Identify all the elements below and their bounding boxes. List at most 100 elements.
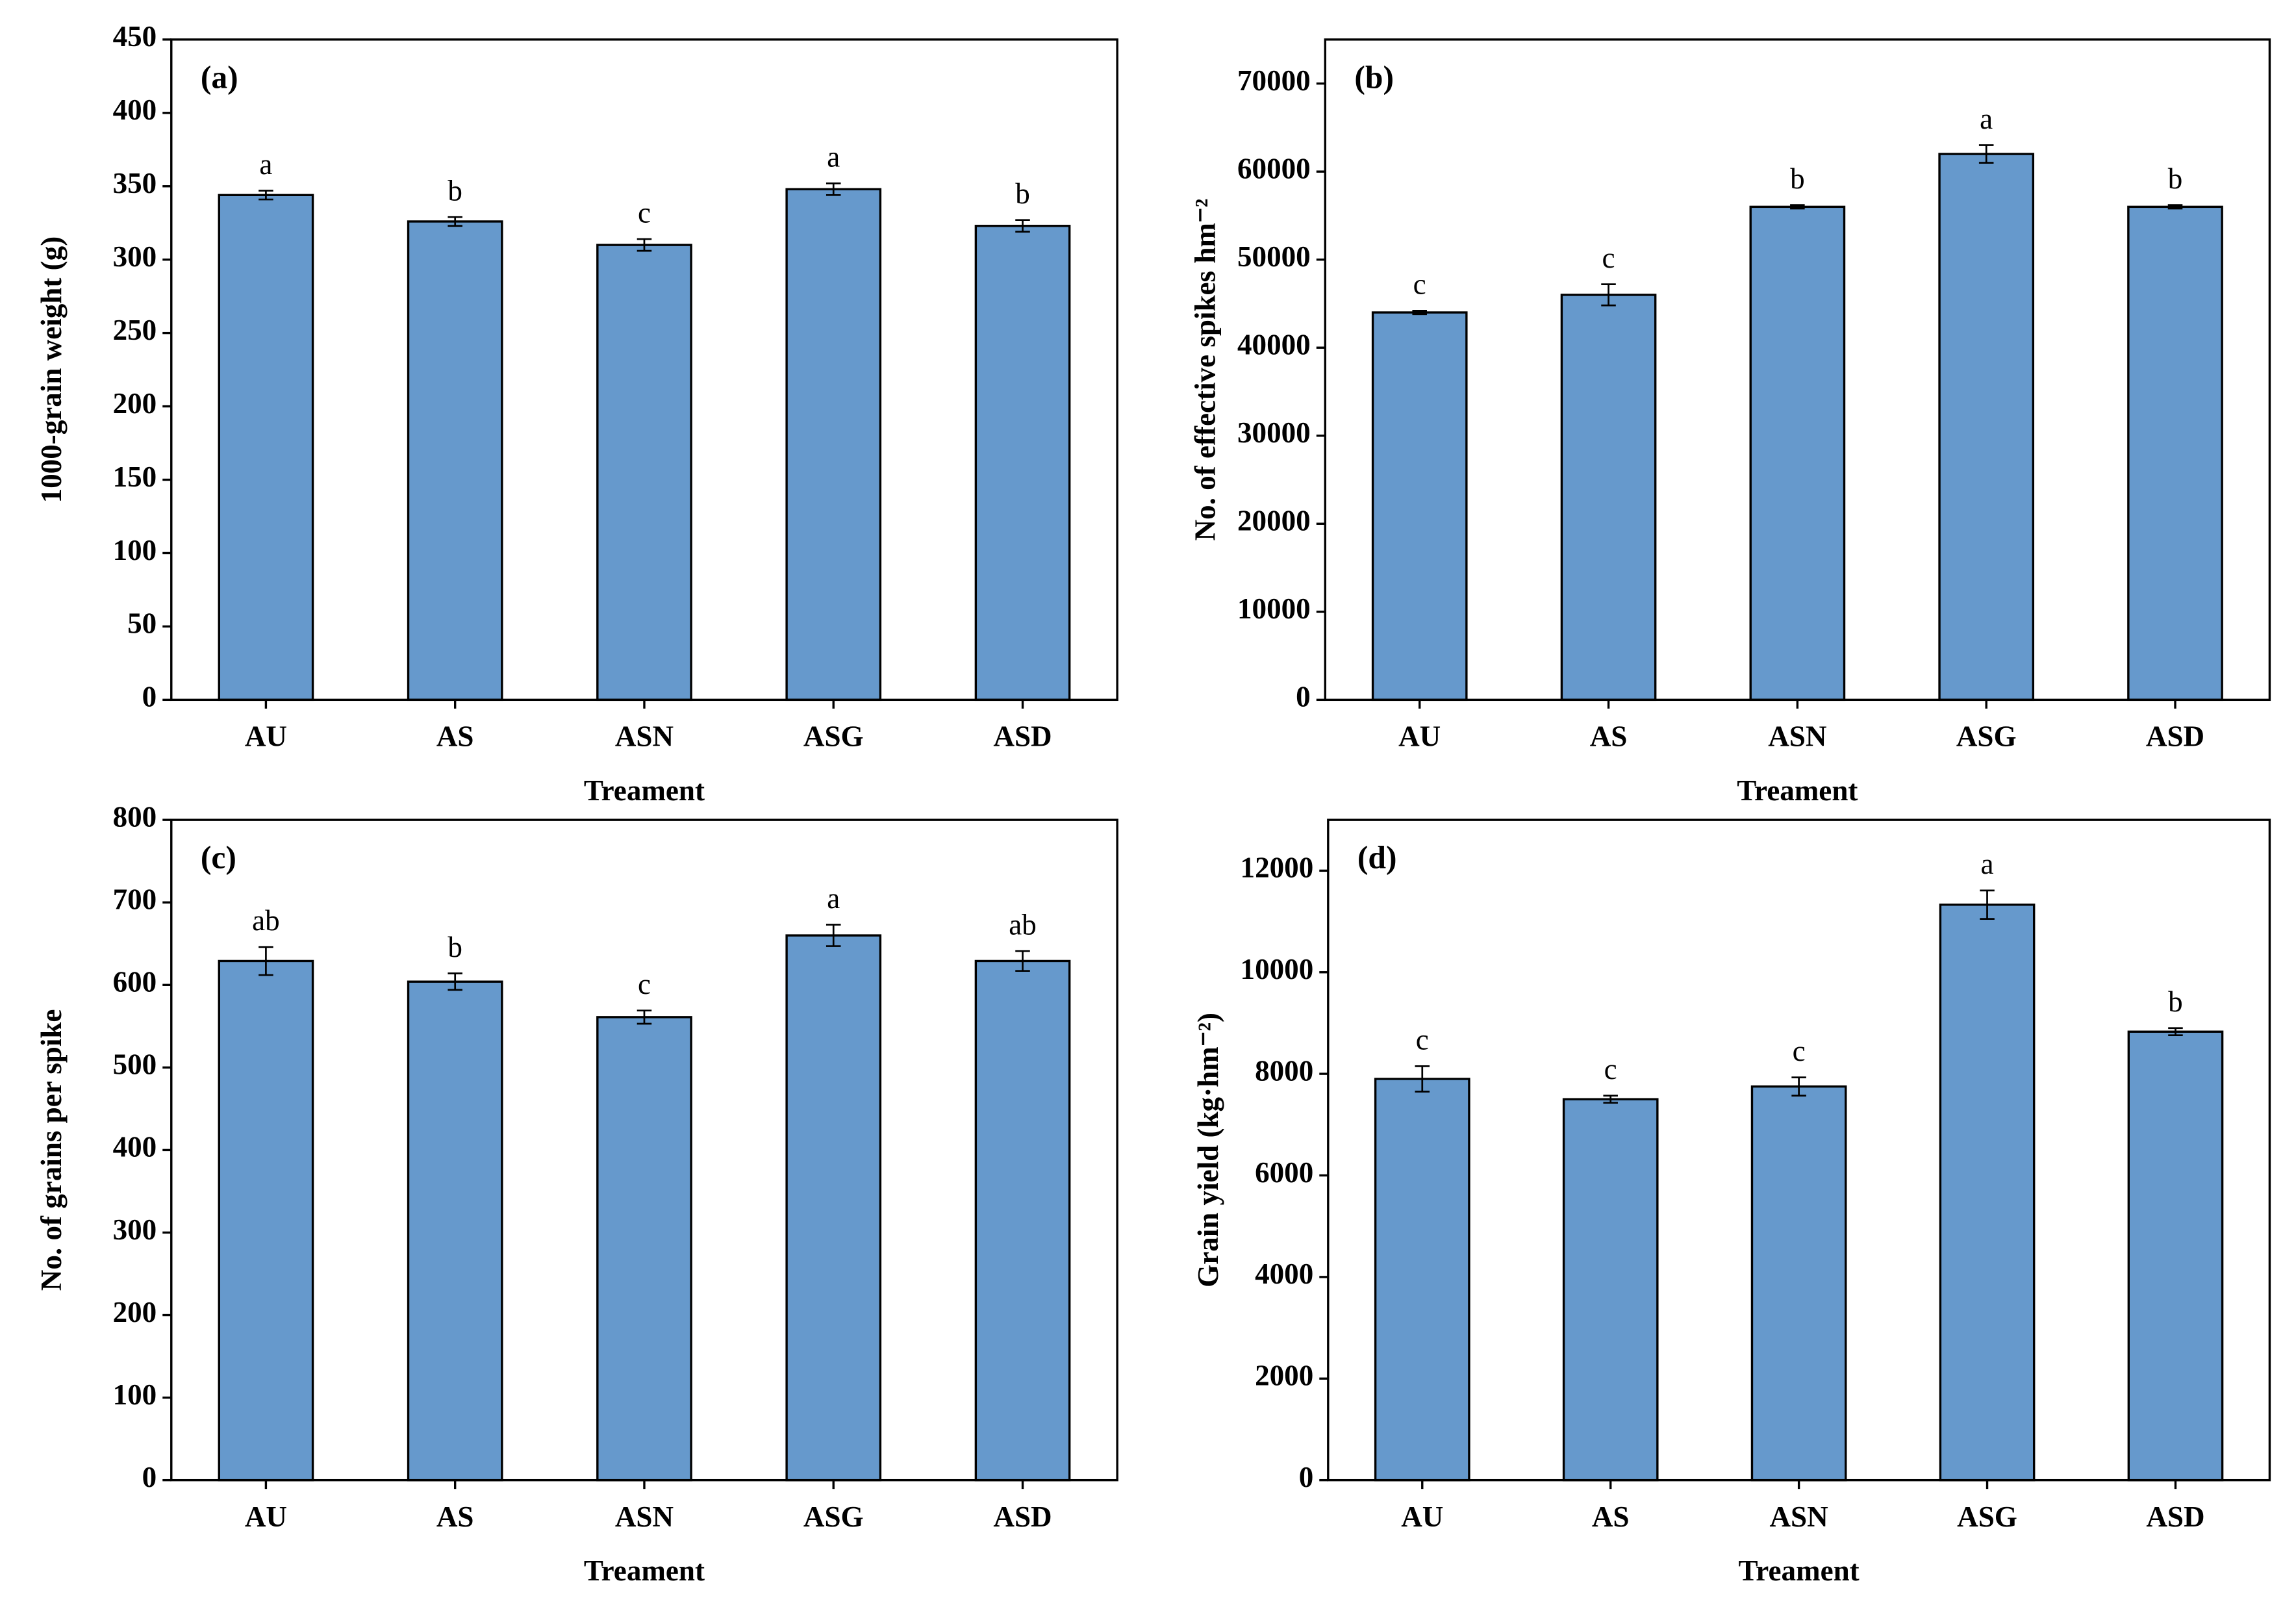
error-bar xyxy=(2168,1027,2183,1037)
bar xyxy=(1939,904,2036,1482)
y-tick-label: 800 xyxy=(113,801,157,833)
x-axis-label: Treament xyxy=(584,774,705,807)
significance-letter: c xyxy=(1416,1024,1429,1056)
significance-letter: c xyxy=(1602,242,1615,274)
y-tick-label: 0 xyxy=(1299,1461,1314,1493)
bar xyxy=(407,220,503,702)
bar xyxy=(596,244,692,702)
x-tick-label: AU xyxy=(1398,720,1441,753)
error-bar xyxy=(1791,1076,1806,1097)
bar xyxy=(1560,294,1657,702)
y-tick-label: 200 xyxy=(113,387,157,420)
panel-title: (b) xyxy=(1354,59,1394,95)
y-tick-label: 8000 xyxy=(1255,1054,1313,1087)
error-bar xyxy=(2167,204,2183,210)
error-bar xyxy=(448,972,462,991)
x-axis-label: Treament xyxy=(1737,774,1858,807)
bar xyxy=(1750,1085,1847,1482)
y-tick-label: 12000 xyxy=(1241,852,1314,884)
x-tick-label: ASN xyxy=(1768,720,1826,753)
error-bar xyxy=(1980,889,1995,920)
x-tick-label: ASD xyxy=(2146,720,2204,753)
error-bar xyxy=(1978,144,1994,164)
error-bar xyxy=(1790,204,1805,210)
significance-letter: b xyxy=(2168,985,2183,1018)
significance-letter: a xyxy=(1981,848,1994,880)
x-tick-label: AU xyxy=(245,1501,287,1533)
y-tick-label: 100 xyxy=(113,1378,157,1411)
bar xyxy=(974,225,1071,702)
y-axis-label: No. of grains per spike xyxy=(35,1009,68,1291)
plot-frame xyxy=(1324,38,2271,702)
panel: c AU c AS b ASN a ASG b ASD 0 10000 20000 30000 40000 5… xyxy=(1189,38,2271,807)
x-tick-label: AU xyxy=(245,720,287,753)
y-tick-label: 70000 xyxy=(1237,64,1311,97)
y-tick-label: 150 xyxy=(113,461,157,493)
significance-letter: b xyxy=(448,931,462,963)
y-tick-label: 0 xyxy=(142,681,157,713)
x-tick-label: ASN xyxy=(615,720,674,753)
y-tick-label: 600 xyxy=(113,966,157,998)
x-axis-label: Treament xyxy=(584,1554,705,1587)
x-tick-label: ASG xyxy=(803,720,864,753)
error-bar xyxy=(826,924,841,947)
x-tick-label: ASD xyxy=(2146,1501,2204,1533)
significance-letter: ab xyxy=(1009,908,1037,941)
x-tick-label: AS xyxy=(436,1501,474,1533)
bar xyxy=(218,959,314,1482)
x-tick-label: ASD xyxy=(993,720,1052,753)
y-tick-label: 2000 xyxy=(1255,1360,1313,1392)
error-bar xyxy=(259,190,273,201)
y-tick-label: 50000 xyxy=(1237,240,1311,273)
plot-frame xyxy=(1327,818,2271,1482)
bar xyxy=(785,188,882,702)
y-tick-label: 400 xyxy=(113,94,157,126)
y-tick-label: 400 xyxy=(113,1131,157,1163)
x-tick-label: AS xyxy=(1590,720,1628,753)
significance-letter: a xyxy=(827,882,840,915)
error-bar xyxy=(637,238,652,252)
bar xyxy=(1371,311,1468,702)
significance-letter: c xyxy=(638,968,651,1000)
error-bar xyxy=(637,1009,652,1025)
panel-title: (d) xyxy=(1357,840,1397,876)
significance-letter: b xyxy=(1015,177,1030,210)
y-tick-label: 6000 xyxy=(1255,1156,1313,1189)
x-tick-label: AU xyxy=(1401,1501,1443,1533)
significance-letter: b xyxy=(2168,162,2183,195)
panel: ab AU b AS c ASN a ASG ab ASD 0 100 200 300 400 500 600 7… xyxy=(35,801,1118,1587)
y-tick-label: 40000 xyxy=(1237,329,1311,361)
x-tick-label: AS xyxy=(1592,1501,1630,1533)
y-tick-label: 30000 xyxy=(1237,416,1311,449)
significance-letter: c xyxy=(1604,1053,1617,1085)
y-tick-label: 700 xyxy=(113,883,157,916)
y-tick-label: 450 xyxy=(113,20,157,53)
y-tick-label: 10000 xyxy=(1241,953,1314,985)
significance-letter: b xyxy=(1790,162,1805,195)
y-tick-label: 0 xyxy=(142,1461,157,1493)
y-tick-label: 200 xyxy=(113,1296,157,1328)
y-tick-label: 60000 xyxy=(1237,153,1311,185)
y-tick-label: 250 xyxy=(113,314,157,346)
significance-letter: c xyxy=(638,196,651,229)
bar xyxy=(218,194,314,702)
bar xyxy=(596,1016,692,1482)
error-bar xyxy=(448,216,462,227)
bar xyxy=(785,934,882,1482)
error-bar xyxy=(1603,1095,1618,1104)
x-tick-label: ASN xyxy=(1770,1501,1828,1533)
significance-letter: ab xyxy=(252,904,280,937)
y-tick-label: 20000 xyxy=(1237,505,1311,537)
error-bar xyxy=(1415,1065,1430,1093)
bar xyxy=(1938,153,2035,702)
panel: a AU b AS c ASN a ASG b ASD 0 50 100 150 200 250 300 350 4… xyxy=(35,20,1118,807)
error-bar xyxy=(1412,309,1427,316)
panel-title: (a) xyxy=(201,59,238,95)
significance-letter: c xyxy=(1413,268,1426,301)
bar xyxy=(2127,205,2223,702)
x-tick-label: ASG xyxy=(803,1501,864,1533)
significance-letter: c xyxy=(1793,1035,1806,1067)
plot-frame xyxy=(170,818,1118,1482)
y-tick-label: 300 xyxy=(113,240,157,273)
